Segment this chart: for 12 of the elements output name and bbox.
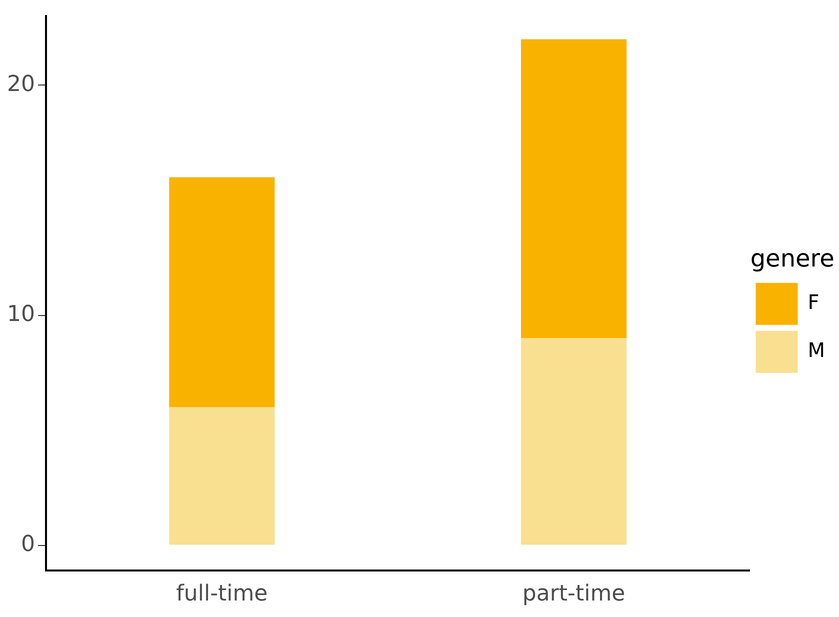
legend-label: F: [808, 290, 820, 314]
bar: [521, 39, 627, 338]
bar: [169, 407, 275, 545]
legend-title: genere: [750, 244, 834, 272]
y-tick-label: 10: [6, 302, 35, 327]
bar: [521, 338, 627, 545]
x-tick-label: full-time: [176, 582, 268, 607]
x-tick-label: part-time: [522, 582, 626, 607]
legend-label: M: [808, 338, 826, 362]
y-tick-label: 20: [6, 72, 35, 97]
y-tick-label: 0: [20, 532, 35, 558]
bar: [169, 177, 275, 408]
